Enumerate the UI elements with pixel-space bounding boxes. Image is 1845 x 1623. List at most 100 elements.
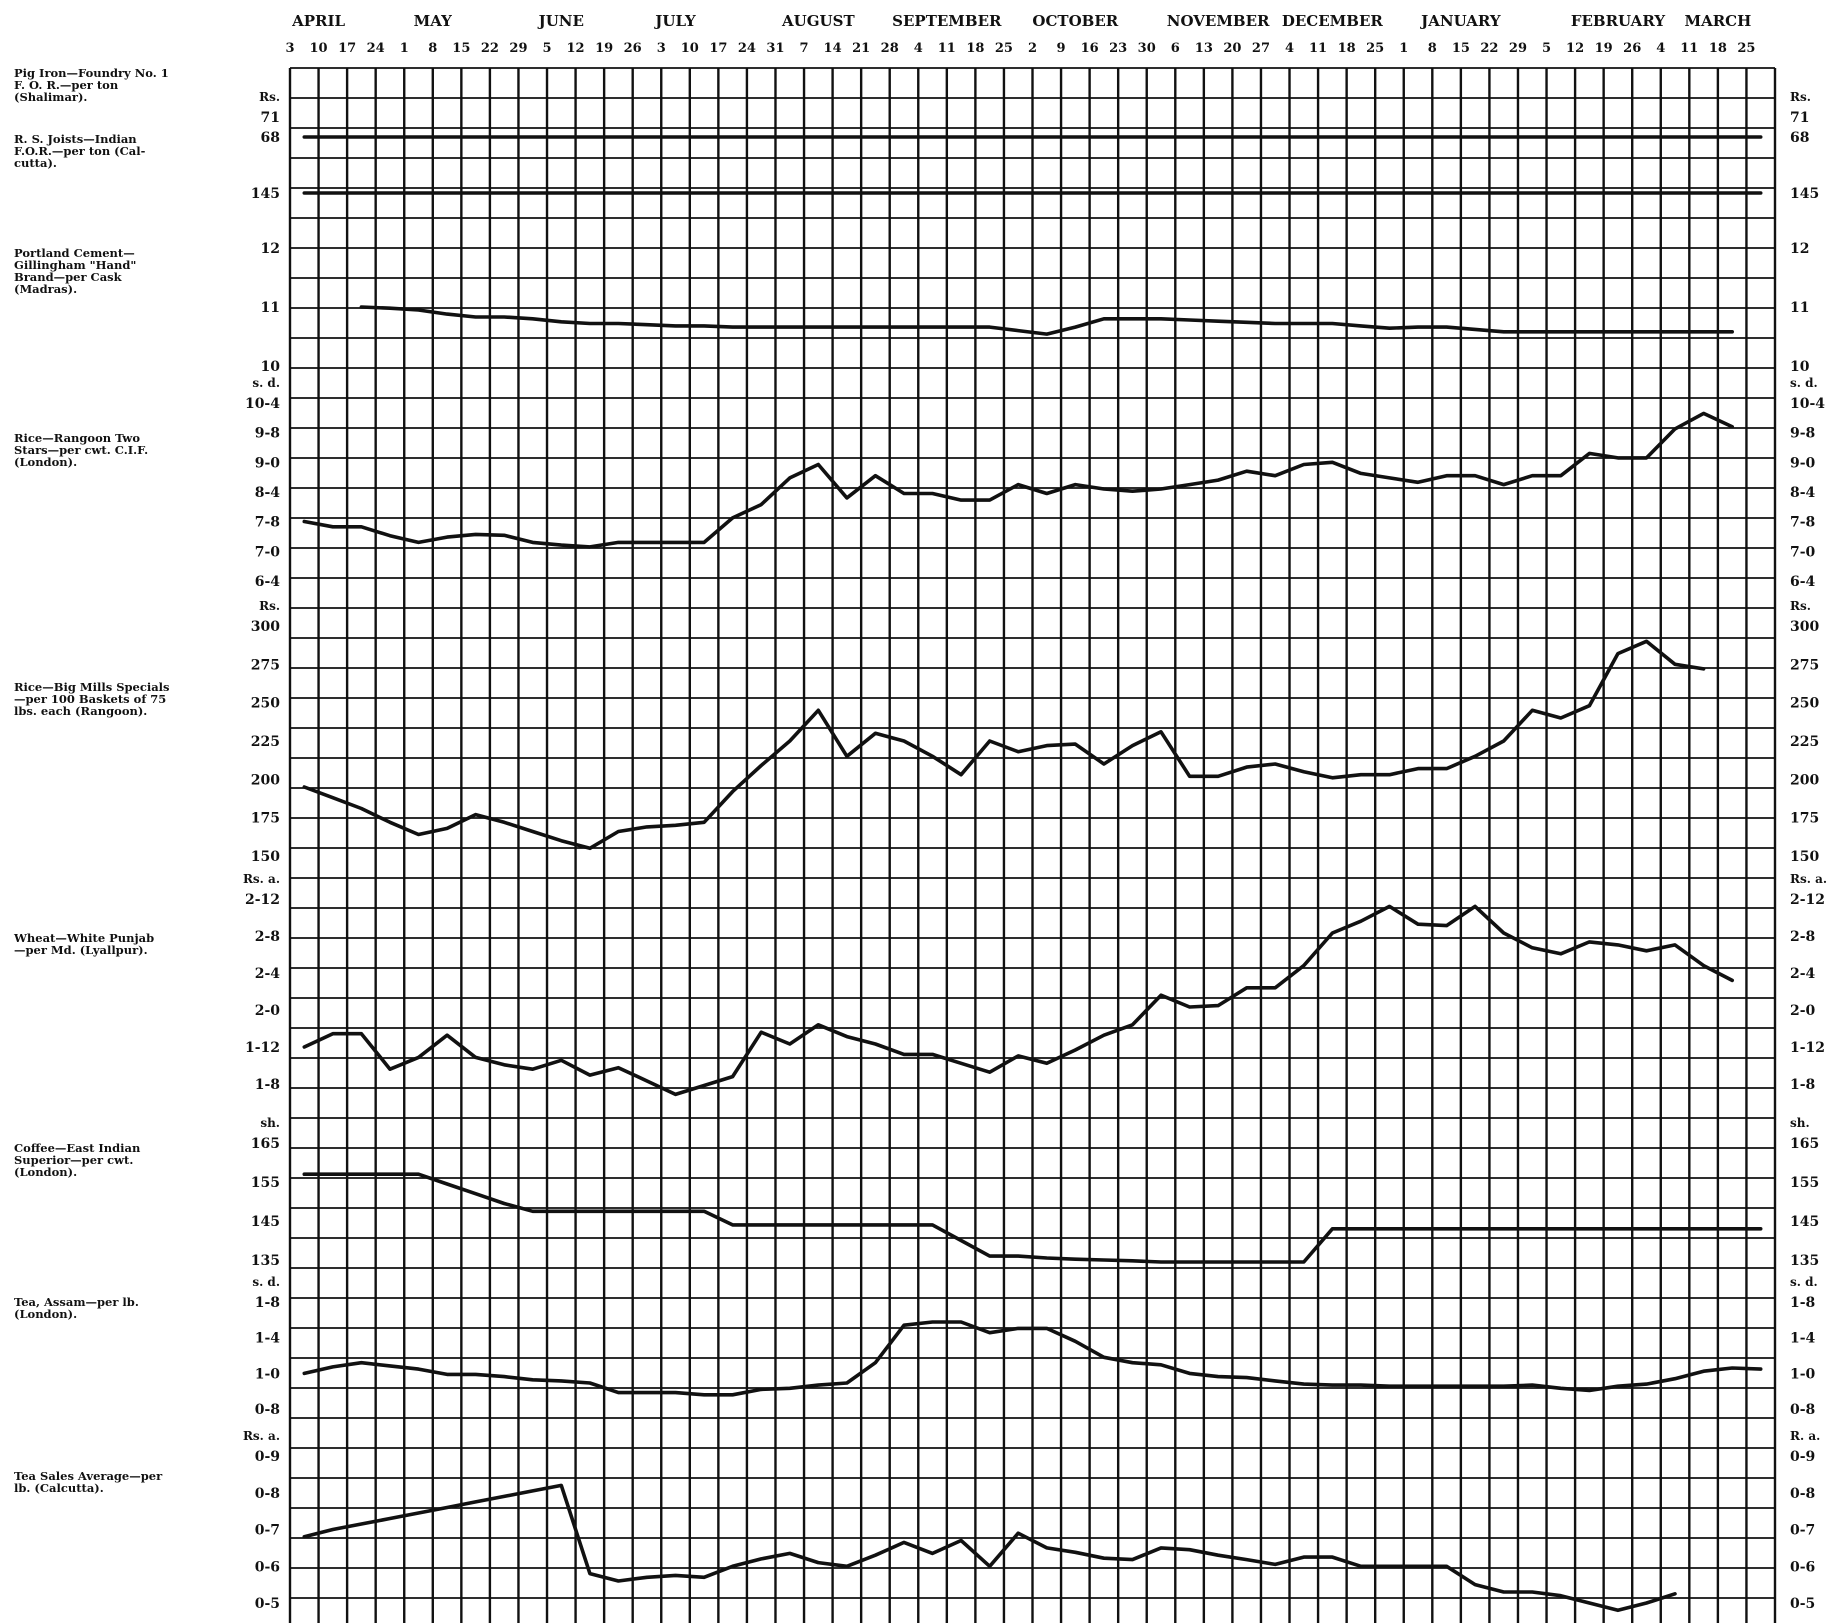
tick-label-left: 0-9 <box>255 1449 280 1465</box>
panel-description: Rice—Rangoon Two Stars—per cwt. C.I.F. (… <box>14 431 149 469</box>
week-label: 6 <box>1171 41 1180 56</box>
week-label: 22 <box>1480 41 1498 56</box>
week-label: 29 <box>1509 41 1527 56</box>
tick-label-right: 300 <box>1790 619 1819 635</box>
tick-label-left: 7-8 <box>255 515 280 531</box>
week-label: 1 <box>1399 41 1408 56</box>
tick-label-left: 68 <box>261 130 280 146</box>
tick-label-right: 2-4 <box>1790 966 1816 982</box>
tick-label-left: 0-5 <box>255 1596 280 1612</box>
tick-label-right: 275 <box>1790 657 1819 673</box>
month-label: DECEMBER <box>1282 12 1384 30</box>
week-label: 25 <box>1737 41 1755 56</box>
week-label: 2 <box>1028 41 1037 56</box>
tick-label-right: 2-8 <box>1790 929 1815 945</box>
series-line-panel-3 <box>359 305 1734 336</box>
week-label: 5 <box>1542 41 1551 56</box>
series-line-panel-5 <box>302 639 1706 851</box>
tick-label-right: 1-8 <box>1790 1077 1815 1093</box>
tick-label-left: 7-0 <box>255 544 281 560</box>
week-label: 29 <box>509 41 527 56</box>
tick-label-left: 225 <box>251 734 280 750</box>
tick-label-left: 250 <box>251 696 280 712</box>
month-label: MARCH <box>1684 12 1751 30</box>
tick-label-left: 1-0 <box>255 1366 281 1382</box>
tick-label-left: 6-4 <box>255 574 281 590</box>
week-label: 28 <box>881 41 899 56</box>
unit-label-right: s. d. <box>1790 1275 1818 1289</box>
week-label: 21 <box>852 41 870 56</box>
tick-label-left: 1-8 <box>255 1295 280 1311</box>
week-label: 13 <box>1195 41 1213 56</box>
week-label: 15 <box>452 41 470 56</box>
tick-label-right: 0-7 <box>1790 1523 1815 1539</box>
tick-label-right: 7-8 <box>1790 515 1815 531</box>
unit-label-right: Rs. a. <box>1790 872 1827 886</box>
tick-label-left: 8-4 <box>255 485 281 501</box>
week-label: 3 <box>657 41 666 56</box>
week-label: 1 <box>400 41 409 56</box>
week-label: 18 <box>1709 41 1727 56</box>
tick-label-left: 300 <box>251 619 280 635</box>
tick-label-left: 1-4 <box>255 1331 281 1347</box>
tick-label-left: 11 <box>261 300 280 316</box>
unit-label-right: Rs. <box>1790 90 1811 104</box>
tick-label-right: 175 <box>1790 811 1819 827</box>
unit-label-left: Rs. a. <box>243 1429 280 1443</box>
tick-label-left: 275 <box>251 657 280 673</box>
week-label: 17 <box>709 41 727 56</box>
tick-label-right: 0-6 <box>1790 1559 1815 1575</box>
week-label: 8 <box>1428 41 1437 56</box>
tick-label-left: 150 <box>251 849 280 865</box>
week-label: 10 <box>310 41 328 56</box>
tick-label-right: 10 <box>1790 359 1810 375</box>
chart-grid <box>288 67 1777 1623</box>
week-label: 22 <box>481 41 499 56</box>
tick-label-right: 145 <box>1790 186 1819 202</box>
tick-label-right: 10-4 <box>1790 396 1825 412</box>
unit-label-right: Rs. <box>1790 599 1811 613</box>
tick-label-left: 9-0 <box>255 455 281 471</box>
week-label: 10 <box>681 41 699 56</box>
week-label: 27 <box>1252 41 1270 56</box>
tick-label-right: 250 <box>1790 696 1819 712</box>
month-label: NOVEMBER <box>1167 12 1270 30</box>
tick-label-left: 175 <box>251 811 280 827</box>
month-header: APRIL MAY JUNE JULY AUGUST SEPTEMBER OCTOBER NO… <box>285 12 1755 56</box>
unit-label-right: s. d. <box>1790 376 1818 390</box>
tick-label-left: 0-7 <box>255 1523 280 1539</box>
series-line-panel-9 <box>302 1483 1677 1613</box>
tick-label-left: 145 <box>251 1214 280 1230</box>
week-label: 15 <box>1452 41 1470 56</box>
unit-label-right: R. a. <box>1790 1429 1820 1443</box>
tick-label-right: 7-0 <box>1790 544 1816 560</box>
week-label: 26 <box>1623 41 1641 56</box>
week-label: 16 <box>1081 41 1099 56</box>
tick-label-right: 1-0 <box>1790 1366 1816 1382</box>
month-label: JULY <box>653 12 696 30</box>
panel-description: Pig Iron—Foundry No. 1 F. O. R.—per ton … <box>14 66 169 104</box>
panel-description: Wheat—White Punjab —per Md. (Lyallpur). <box>14 930 155 957</box>
unit-label-right: sh. <box>1790 1116 1810 1130</box>
month-label: SEPTEMBER <box>892 12 1002 30</box>
tick-label-left: 10 <box>261 359 281 375</box>
tick-label-right: 145 <box>1790 1214 1819 1230</box>
tick-label-right: 0-9 <box>1790 1449 1815 1465</box>
month-label: JANUARY <box>1419 12 1501 30</box>
panel-description: Portland Cement— Gillingham "Hand" Brand… <box>14 246 137 296</box>
tick-label-left: 0-8 <box>255 1402 280 1418</box>
tick-label-right: 1-12 <box>1790 1040 1825 1056</box>
month-label: FEBRUARY <box>1571 12 1665 30</box>
panel-description: Coffee—East Indian Superior—per cwt. (Lo… <box>14 1140 141 1179</box>
tick-label-right: 155 <box>1790 1175 1819 1191</box>
month-label: JUNE <box>537 12 584 30</box>
tick-label-left: 2-0 <box>255 1003 281 1019</box>
unit-label-left: sh. <box>260 1116 280 1130</box>
tick-label-right: 1-8 <box>1790 1295 1815 1311</box>
week-label: 11 <box>938 41 956 56</box>
tick-label-left: 155 <box>251 1175 280 1191</box>
series-lines <box>302 135 1763 1613</box>
tick-label-left: 135 <box>251 1253 280 1269</box>
tick-label-right: 2-12 <box>1790 892 1825 908</box>
